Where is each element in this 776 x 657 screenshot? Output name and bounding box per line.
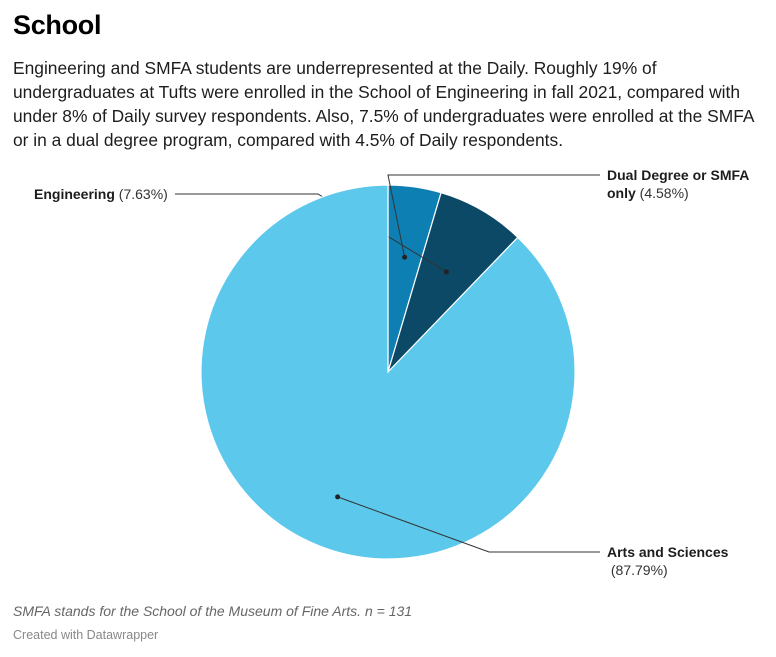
slice-label-name: Dual Degree or SMFA (607, 167, 749, 183)
pie-slice-arts-and-sciences (200, 184, 576, 560)
slice-label: Dual Degree or SMFA only (4.58%) (607, 167, 749, 201)
leader-dot (443, 269, 449, 275)
chart-notes: SMFA stands for the School of the Museum… (13, 603, 413, 619)
leader-dot (402, 254, 408, 260)
slice-label-name: Arts and Sciences (607, 544, 729, 560)
chart-description: Engineering and SMFA students are underr… (13, 58, 754, 150)
chart-credit: Created with Datawrapper (13, 628, 159, 642)
pie-chart: Dual Degree or SMFA only (4.58%) Engineeri… (34, 167, 749, 578)
leader-line (175, 193, 447, 273)
slice-label-percent: (7.63%) (115, 186, 168, 202)
leader-line (387, 174, 600, 258)
slice-label: Arts and Sciences (87.79%) (607, 544, 729, 578)
slice-label-percent: (87.79%) (607, 562, 668, 578)
chart-title: School (13, 10, 102, 40)
leader-line (337, 496, 600, 553)
slice-label-percent: (4.58%) (636, 185, 689, 201)
slice-label-name: Engineering (34, 186, 115, 202)
slice-label-name: only (607, 185, 636, 201)
leader-dot (335, 494, 341, 500)
slice-label: Engineering (7.63%) (34, 186, 168, 202)
